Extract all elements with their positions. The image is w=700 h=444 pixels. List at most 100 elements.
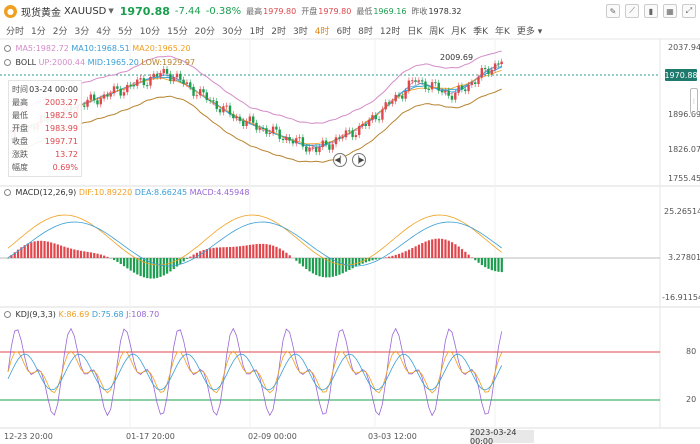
y-label-kdj-80: 80 [686,347,697,356]
ma-legend: MA5:1982.72 MA10:1968.51 MA20:1965.20 [4,44,191,53]
macd-bar [26,243,30,258]
candle-body [136,79,139,86]
candle-body [189,82,192,87]
macd-bar [228,247,232,258]
gold-logo-icon: ● [4,4,17,18]
candle-body [212,100,215,102]
info-time-label: 时间 [12,85,28,94]
period-tab-12[interactable]: 3时 [292,26,308,37]
kdj-settings-icon[interactable] [4,311,11,318]
macd-bar [50,242,53,258]
period-tab-16[interactable]: 12时 [379,26,401,37]
period-tab-21[interactable]: 年K [494,26,510,37]
macd-bar [368,258,371,262]
candle-body [341,137,344,139]
period-tab-1[interactable]: 1分 [31,26,46,37]
period-tab-8[interactable]: 20分 [194,26,216,37]
candle-body [285,136,288,141]
candle-body [387,102,391,104]
candle-body [417,80,421,82]
boll-upper-line [7,50,502,124]
macd-bar [394,254,397,258]
candle-body [348,130,351,132]
table-icon[interactable]: ▦ [663,4,677,18]
y-label-main-0: 2037.94 [668,43,700,52]
macd-bar [242,245,245,258]
period-tabs: 分时 1分 2分 3分 4分 5分 10分 15分 20分 30分 1时 2时 3时 4时 6时 8时 12时日… [0,22,700,38]
candle-body [202,89,205,93]
bars-icon[interactable]: ▮ [644,4,658,18]
trend-icon[interactable]: ⟋ [625,4,639,18]
candle-body [497,63,500,65]
macd-bar [301,258,305,267]
candle-body [374,115,377,120]
candle-body [314,147,318,153]
candle-body [218,109,222,113]
candle-body [351,130,354,138]
scroll-left-icon[interactable]: ◀▏ [333,153,347,167]
candle-body [490,69,493,75]
period-tab-19[interactable]: 月K [451,26,467,37]
candle-body [324,140,328,145]
macd-bar [192,254,195,258]
price-scale-handle[interactable]: ⋮ [690,88,698,114]
candle-body [102,94,106,99]
boll-settings-icon[interactable] [4,59,11,66]
period-tab-11[interactable]: 2时 [271,26,286,37]
symbol-code[interactable]: XAUUSD [64,5,107,17]
symbol-name[interactable]: 现货黄金 [21,7,61,19]
macd-bar [89,252,93,258]
macd-bar [318,258,321,277]
candle-body [205,92,208,100]
macd-settings-icon[interactable] [4,189,11,196]
candle-body [222,106,225,113]
pen-icon[interactable]: ✎ [606,4,620,18]
period-tab-15[interactable]: 8时 [358,26,373,37]
macd-bar [434,238,437,258]
period-tab-18[interactable]: 周K [429,26,445,37]
macd-bar [305,258,308,270]
period-tab-13[interactable]: 4时 [314,26,330,37]
period-tab-4[interactable]: 4分 [96,26,111,37]
macd-bar [142,258,146,278]
macd-bar [388,256,391,258]
candle-body [424,81,427,90]
info-close-label: 收盘 [12,137,28,146]
candle-body [411,80,414,82]
period-tab-5[interactable]: 5分 [117,26,133,37]
ma20-value: MA20:1965.20 [132,44,191,53]
candle-body [106,94,109,97]
boll-low: LOW:1929.97 [141,58,196,67]
macd-bar [384,257,387,258]
period-tab-10[interactable]: 1时 [249,26,265,37]
candle-body [275,126,278,130]
ma-settings-icon[interactable] [4,45,11,52]
period-tab-17[interactable]: 日K [407,26,423,37]
y-label-macd-2: -16.91154 [662,293,700,302]
fullscreen-icon[interactable]: ⤢ [682,4,696,18]
period-tab-3[interactable]: 3分 [74,26,90,37]
period-tab-7[interactable]: 15分 [167,26,188,37]
candle-body [242,120,245,126]
period-tab-0[interactable]: 分时 [6,26,25,37]
candle-body [96,100,99,105]
macd-bar [129,258,132,271]
candle-body [255,122,258,130]
period-tab-14[interactable]: 6时 [336,26,352,37]
period-tab-22[interactable]: 更多 ▾ [516,26,543,37]
kdj-name: KDJ(9,3,3) [15,310,56,319]
prev-close-label: 昨收 [411,6,428,16]
info-chg: 13.72 [55,150,78,159]
macd-bar [417,244,421,258]
macd-bar [156,258,159,278]
period-tab-6[interactable]: 10分 [139,26,161,37]
boll-legend: BOLL UP:2000.44 MID:1965.20 LOW:1929.97 [4,58,195,67]
period-tab-20[interactable]: 季K [473,26,488,37]
symbol-dropdown-icon[interactable]: ▼ [108,7,114,15]
period-tab-9[interactable]: 30分 [222,26,243,37]
macd-bar [262,243,265,258]
scroll-right-icon[interactable]: ▕▶ [352,153,366,167]
macd-bar [278,248,281,258]
period-tab-2[interactable]: 2分 [52,26,68,37]
